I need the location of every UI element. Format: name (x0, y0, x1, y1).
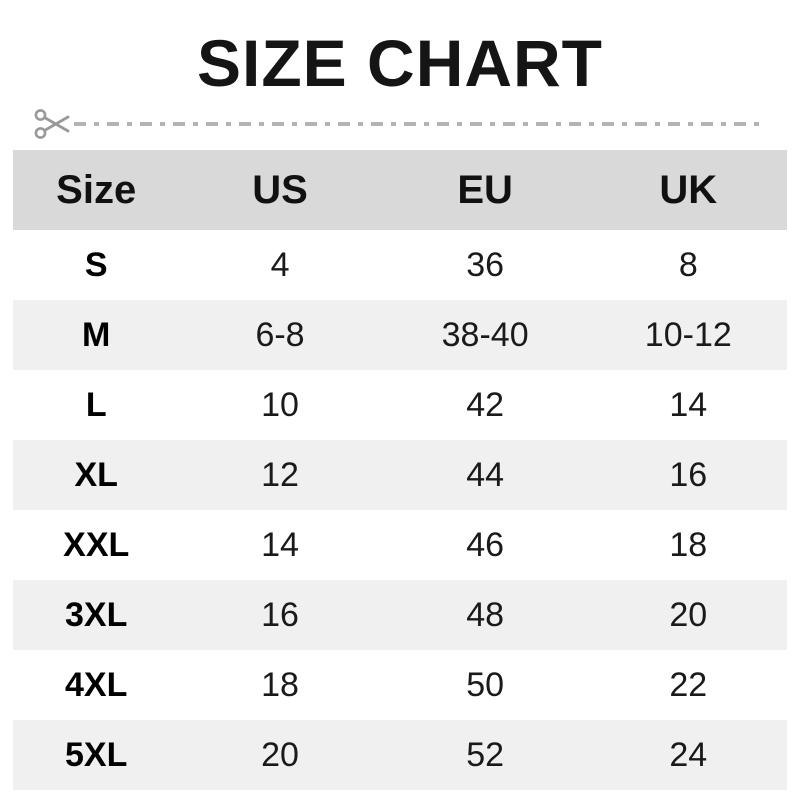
uk-value: 16 (669, 455, 708, 494)
eu-value: 36 (466, 245, 505, 284)
column-header-size: Size (56, 167, 137, 212)
us-value: 14 (261, 525, 299, 564)
table-row: XXL 14 46 18 (13, 510, 787, 580)
eu-value: 50 (466, 665, 505, 704)
column-header-uk: UK (659, 167, 718, 212)
uk-value: 10-12 (644, 315, 732, 354)
cut-line (0, 102, 800, 146)
size-label: XL (74, 455, 118, 494)
us-value: 4 (270, 245, 290, 284)
eu-value: 48 (466, 595, 505, 634)
uk-value: 14 (669, 385, 708, 424)
eu-value: 52 (466, 735, 505, 774)
size-label: 3XL (65, 595, 128, 634)
us-value: 16 (261, 595, 299, 634)
table-row: 4XL 18 50 22 (13, 650, 787, 720)
size-label: S (84, 245, 108, 284)
size-table: Size US EU UK S 4 36 8 M 6-8 38-40 10-12… (13, 150, 787, 790)
table-header-row: Size US EU UK (13, 150, 787, 230)
us-value: 12 (261, 455, 299, 494)
size-chart-page: SIZE CHART Size US EU UK S 4 (0, 30, 800, 790)
us-value: 20 (261, 735, 299, 774)
size-label: M (82, 315, 111, 354)
dashed-cut-line (74, 119, 762, 129)
page-title: SIZE CHART (197, 26, 603, 100)
table-row: XL 12 44 16 (13, 440, 787, 510)
table-row: 5XL 20 52 24 (13, 720, 787, 790)
eu-value: 44 (466, 455, 505, 494)
size-label: L (85, 385, 107, 424)
column-header-eu: EU (457, 167, 513, 212)
uk-value: 22 (669, 665, 708, 704)
table-row: M 6-8 38-40 10-12 (13, 300, 787, 370)
us-value: 18 (261, 665, 299, 704)
size-label: XXL (63, 525, 130, 564)
table-row: L 10 42 14 (13, 370, 787, 440)
uk-value: 8 (678, 245, 698, 284)
eu-value: 38-40 (441, 315, 529, 354)
size-label: 5XL (65, 735, 128, 774)
uk-value: 18 (669, 525, 708, 564)
eu-value: 42 (466, 385, 505, 424)
uk-value: 24 (669, 735, 708, 774)
table-row: 3XL 16 48 20 (13, 580, 787, 650)
eu-value: 46 (466, 525, 505, 564)
uk-value: 20 (669, 595, 708, 634)
size-label: 4XL (65, 665, 128, 704)
column-header-us: US (252, 167, 308, 212)
scissors-icon (34, 107, 70, 141)
table-row: S 4 36 8 (13, 230, 787, 300)
us-value: 10 (261, 385, 299, 424)
us-value: 6-8 (255, 315, 305, 354)
table-body: S 4 36 8 M 6-8 38-40 10-12 L 10 42 14 XL… (13, 230, 787, 790)
